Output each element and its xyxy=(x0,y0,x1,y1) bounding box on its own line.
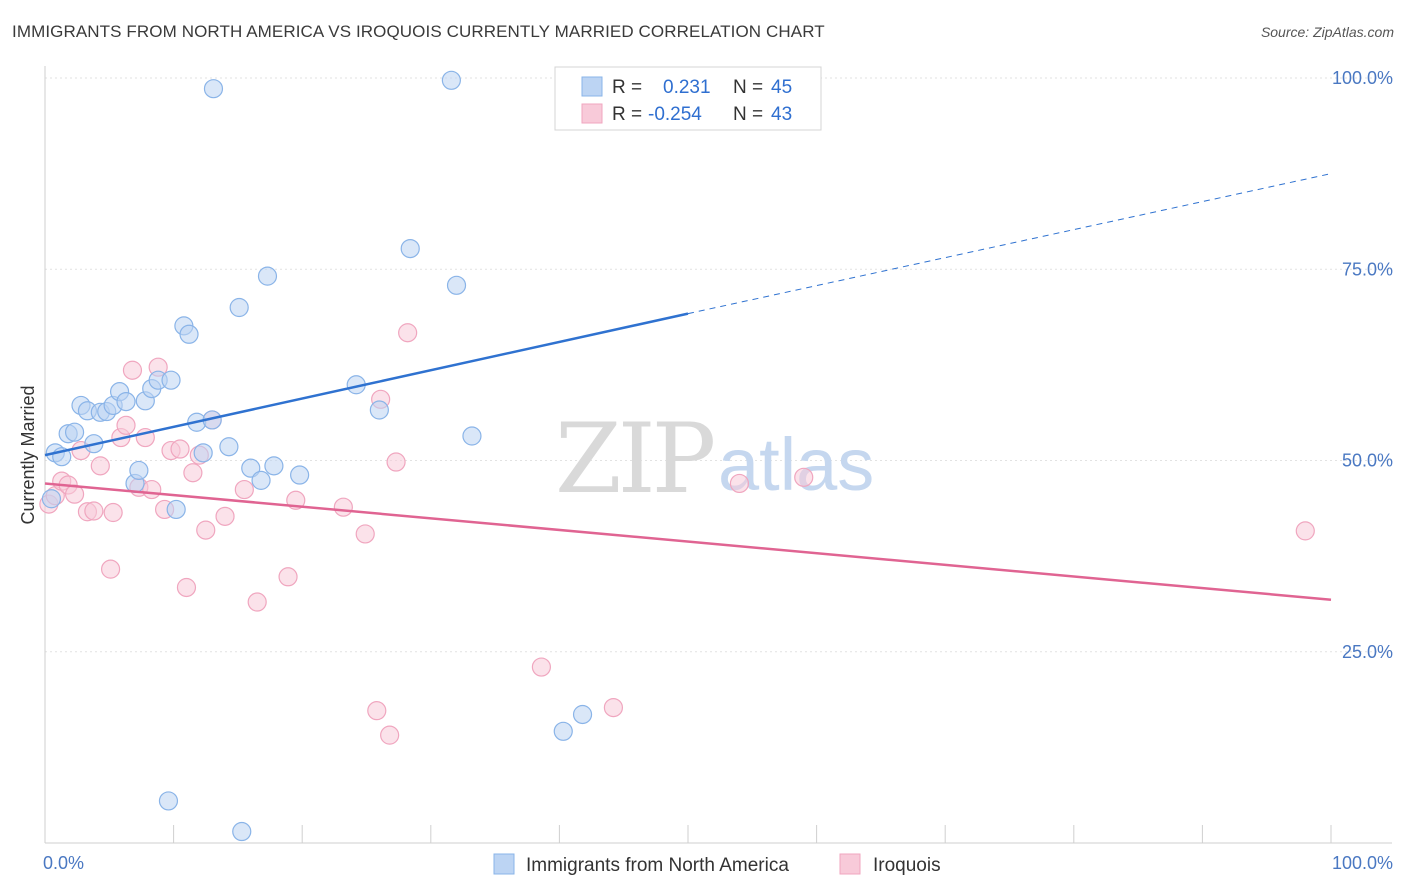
y-tick-labels: 25.0% 50.0% 75.0% 100.0% xyxy=(1332,68,1393,662)
x-tick-labels: 0.0% 100.0% xyxy=(43,853,1393,873)
iroquois-point xyxy=(333,497,353,517)
watermark-atlas: atlas xyxy=(718,423,874,506)
immigrants-point xyxy=(441,70,461,90)
stats-r-label-immigrants: R = xyxy=(612,77,642,98)
immigrants-point xyxy=(257,266,278,286)
immigrants-point xyxy=(251,470,271,490)
iroquois-point xyxy=(84,501,104,521)
legend-label-iroquois: Iroquois xyxy=(873,855,941,876)
immigrants-point xyxy=(553,721,573,741)
immigrants-point xyxy=(264,456,284,476)
stats-r-value-iroquois: -0.254 xyxy=(648,104,702,125)
stats-swatch-iroquois xyxy=(581,103,603,124)
watermark: ZIP atlas xyxy=(555,403,874,515)
legend-swatch-iroquois xyxy=(839,853,861,875)
series-legend: Immigrants from North America Iroquois xyxy=(493,853,941,876)
trendlines xyxy=(44,173,1332,601)
immigrants-point xyxy=(229,297,249,318)
y-axis-title: Currently Married xyxy=(18,385,38,524)
immigrants-point xyxy=(158,791,179,811)
immigrants-point xyxy=(41,489,62,509)
iroquois-point xyxy=(90,456,110,476)
trendline-immigrants-projection xyxy=(687,173,1332,315)
iroquois-point xyxy=(386,452,406,472)
chart-source: Source: ZipAtlas.com xyxy=(1260,24,1394,40)
iroquois-point xyxy=(196,520,216,540)
immigrants-point xyxy=(161,370,181,390)
y-tick-label: 100.0% xyxy=(1332,68,1393,88)
stats-r-value-immigrants: 0.231 xyxy=(663,77,711,98)
iroquois-point xyxy=(398,323,418,343)
y-tick-label: 75.0% xyxy=(1342,259,1393,279)
immigrants-point xyxy=(572,704,593,725)
stats-n-value-iroquois: 43 xyxy=(771,104,792,125)
iroquois-point xyxy=(176,577,197,598)
legend-label-immigrants: Immigrants from North America xyxy=(526,855,789,876)
stats-legend: R = 0.231 N = 45 R = -0.254 N = 43 xyxy=(554,66,822,131)
iroquois-point xyxy=(122,360,143,380)
immigrants-point xyxy=(241,458,261,478)
immigrants-point xyxy=(166,499,186,520)
iroquois-point xyxy=(794,467,814,487)
watermark-zip: ZIP xyxy=(555,403,714,515)
stats-n-label-immigrants: N = xyxy=(733,77,763,98)
iroquois-point xyxy=(355,524,375,544)
immigrants-point xyxy=(129,460,149,481)
iroquois-point xyxy=(215,506,235,526)
immigrants-point xyxy=(290,465,310,485)
stats-n-value-immigrants: 45 xyxy=(771,77,792,98)
iroquois-point xyxy=(367,701,387,721)
iroquois-point xyxy=(103,502,123,523)
stats-n-label-iroquois: N = xyxy=(733,104,763,125)
iroquois-point xyxy=(116,415,136,435)
x-tick-label: 0.0% xyxy=(43,853,84,873)
immigrants-point xyxy=(203,79,224,99)
immigrants-point xyxy=(369,400,389,420)
legend-swatch-immigrants xyxy=(493,853,515,875)
iroquois-point xyxy=(603,697,624,718)
immigrants-point xyxy=(462,426,482,446)
series-iroquois-points xyxy=(39,323,1315,745)
immigrants-point xyxy=(446,275,467,295)
stats-swatch-immigrants xyxy=(581,76,603,97)
immigrants-point xyxy=(400,238,420,259)
immigrants-point xyxy=(179,324,199,344)
immigrants-point xyxy=(219,437,239,457)
immigrants-point xyxy=(64,422,85,442)
gridlines xyxy=(45,77,1392,653)
iroquois-point xyxy=(170,439,190,459)
iroquois-point xyxy=(278,567,298,587)
series-immigrants-points xyxy=(41,69,685,842)
iroquois-point xyxy=(183,463,203,483)
y-tick-label: 25.0% xyxy=(1342,642,1393,662)
iroquois-point xyxy=(247,592,267,612)
trendline-iroquois xyxy=(44,482,1332,601)
trendline-immigrants xyxy=(44,312,689,457)
iroquois-point xyxy=(729,473,750,494)
y-tick-label: 50.0% xyxy=(1342,451,1393,471)
immigrants-point xyxy=(116,391,136,412)
iroquois-point xyxy=(1295,521,1315,541)
immigrants-point xyxy=(232,821,252,842)
iroquois-point xyxy=(100,559,121,579)
chart-title: IMMIGRANTS FROM NORTH AMERICA VS IROQUOI… xyxy=(12,22,825,41)
immigrants-point xyxy=(193,443,213,463)
iroquois-point xyxy=(531,657,551,677)
iroquois-point xyxy=(234,479,254,500)
x-tick-label: 100.0% xyxy=(1332,853,1393,873)
iroquois-point xyxy=(380,725,400,745)
stats-r-label-iroquois: R = xyxy=(612,104,642,125)
iroquois-point xyxy=(142,479,162,500)
